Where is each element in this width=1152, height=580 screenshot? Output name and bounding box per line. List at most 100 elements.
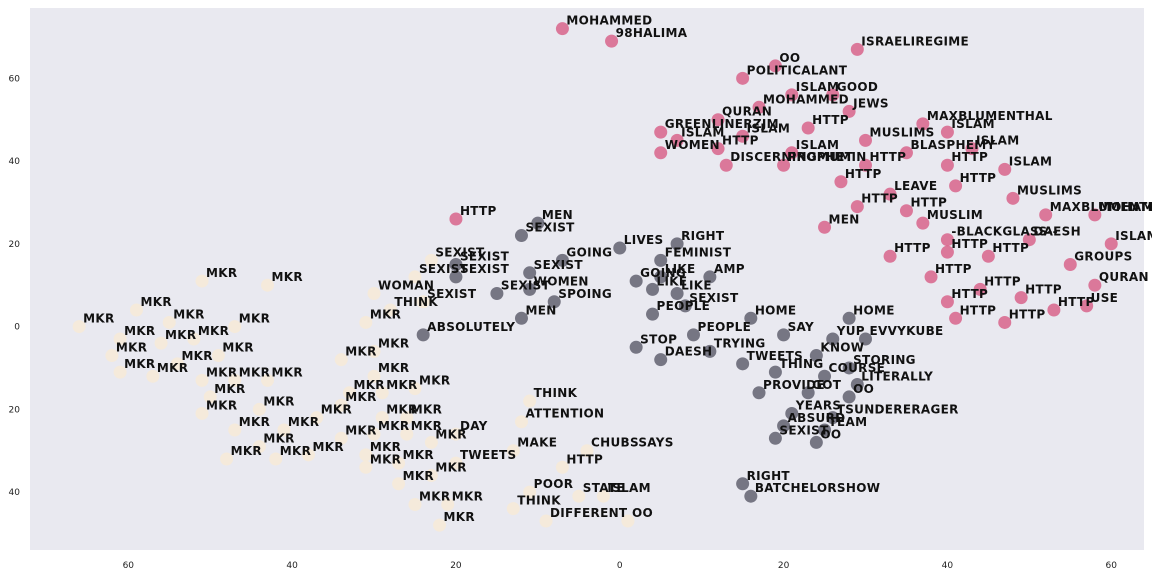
- data-point: [1063, 258, 1077, 272]
- data-point: [883, 187, 897, 201]
- data-point: [1104, 237, 1118, 251]
- data-point: [375, 411, 389, 425]
- data-point: [842, 390, 856, 404]
- y-tick-label: 20: [9, 240, 21, 250]
- data-point: [981, 249, 995, 263]
- point-label: MKR: [411, 419, 442, 433]
- data-point: [433, 518, 447, 532]
- point-label: CHUBSSAYS: [591, 436, 674, 450]
- data-point: [302, 448, 315, 462]
- data-point: [646, 282, 660, 296]
- data-point: [940, 233, 954, 247]
- data-point: [654, 353, 668, 367]
- point-label: HTTP: [566, 452, 603, 466]
- point-label: USE: [1091, 291, 1118, 305]
- point-label: MUSLIMS: [1017, 183, 1082, 197]
- data-point: [973, 282, 987, 296]
- point-label: HTTP: [812, 113, 849, 127]
- point-label: MKR: [272, 365, 303, 379]
- point-label: MKR: [435, 461, 466, 475]
- data-point: [1039, 208, 1053, 222]
- point-label: QURAN: [722, 105, 772, 119]
- x-tick-label: 20: [778, 561, 790, 571]
- data-point: [613, 241, 627, 255]
- point-label: MKR: [419, 374, 450, 388]
- data-point: [859, 133, 872, 147]
- point-label: RIGHT: [747, 469, 791, 483]
- point-label: HTTP: [951, 237, 988, 251]
- data-point: [785, 146, 799, 160]
- data-point: [359, 460, 373, 474]
- point-label: WOMAN: [378, 278, 434, 292]
- data-point: [711, 142, 725, 156]
- point-label: SEXIST: [689, 291, 739, 305]
- data-point: [744, 311, 758, 325]
- data-point: [129, 303, 143, 317]
- data-point: [736, 357, 750, 371]
- point-label: SEXIST: [435, 245, 485, 259]
- data-point: [392, 456, 406, 470]
- point-label: MKR: [239, 312, 270, 326]
- point-label: JEWS: [852, 96, 889, 110]
- point-label: LEAVE: [894, 179, 937, 193]
- point-label: HOME: [755, 303, 797, 317]
- data-point: [113, 332, 127, 346]
- data-point: [678, 299, 692, 313]
- point-label: MKR: [345, 423, 376, 437]
- data-point: [719, 158, 733, 172]
- data-point: [228, 423, 242, 437]
- data-point: [367, 344, 381, 358]
- point-label: SEXIST: [419, 262, 469, 276]
- point-label: HTTP: [870, 150, 907, 164]
- point-label: TWEETS: [747, 349, 803, 363]
- data-point: [752, 386, 766, 400]
- point-label: SEXIST: [779, 423, 829, 437]
- data-point: [424, 435, 438, 449]
- data-point: [736, 71, 750, 85]
- point-label: PEOPLE: [657, 299, 711, 313]
- data-point: [408, 270, 422, 284]
- data-point: [490, 286, 504, 300]
- point-label: MKR: [345, 390, 376, 404]
- data-point: [514, 229, 528, 243]
- labels-layer: MOHAMMED98HALIMAPOLITICALANTISRAELIREGIM…: [83, 14, 1152, 524]
- point-label: MKR: [272, 270, 303, 284]
- data-point: [1080, 299, 1094, 313]
- point-label: MKR: [386, 378, 417, 392]
- point-label: ABSURD: [788, 411, 846, 425]
- data-point: [785, 406, 799, 420]
- data-point: [801, 386, 815, 400]
- y-tick-label: 20: [9, 405, 21, 415]
- data-point: [654, 146, 668, 160]
- point-label: GOOD: [837, 80, 878, 94]
- data-point: [367, 427, 381, 441]
- data-point: [850, 42, 864, 56]
- point-label: PEOPLE: [697, 320, 751, 334]
- point-label: WOMEN: [534, 274, 589, 288]
- data-point: [809, 435, 823, 449]
- data-point: [736, 477, 750, 491]
- data-point: [424, 469, 438, 483]
- y-tick-label: 40: [9, 488, 21, 498]
- point-label: ISLAM: [951, 117, 994, 131]
- data-point: [531, 216, 545, 230]
- data-point: [203, 390, 217, 404]
- data-point: [834, 175, 848, 189]
- point-label: MKR: [411, 403, 442, 417]
- point-label: GOT: [812, 378, 842, 392]
- data-point: [416, 328, 430, 342]
- point-label: -BLACKGLASS--: [951, 225, 1058, 239]
- point-label: MKR: [280, 444, 311, 458]
- data-point: [818, 369, 832, 383]
- data-point: [965, 142, 979, 156]
- data-point: [940, 295, 954, 309]
- point-label: MKR: [435, 427, 466, 441]
- point-label: POOR: [534, 477, 574, 491]
- point-label: MUSLIM: [927, 208, 983, 222]
- point-label: MOHAMMED: [1099, 200, 1152, 214]
- point-label: MKR: [116, 341, 147, 355]
- point-label: ABSOLUTELY: [427, 320, 515, 334]
- point-label: MAXBLUMENTHAL: [1050, 200, 1152, 214]
- point-label: MKR: [263, 432, 294, 446]
- point-label: ISLAM: [607, 481, 650, 495]
